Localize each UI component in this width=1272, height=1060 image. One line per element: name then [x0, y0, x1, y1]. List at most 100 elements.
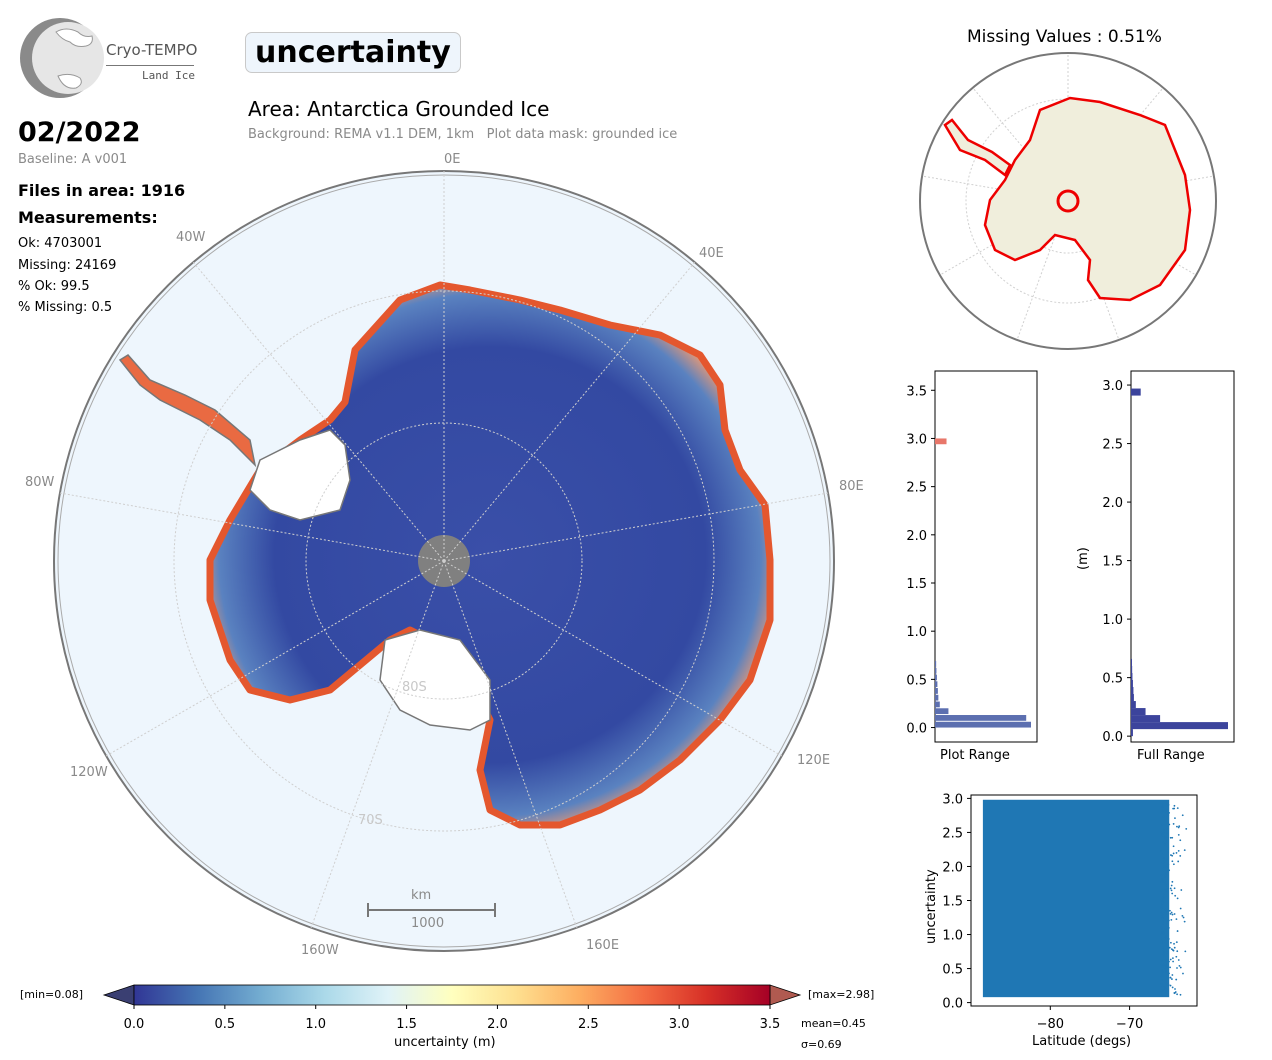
scatter-point — [1166, 890, 1168, 893]
missing-map-land — [983, 96, 1192, 302]
scale-bar-value: 1000 — [411, 916, 445, 931]
scatter-plot — [967, 794, 1198, 1010]
scatter-point — [1163, 880, 1166, 883]
scatter-point — [1164, 958, 1167, 961]
colorbar-tick-label: 1.5 — [396, 1017, 417, 1032]
scatter-point — [1160, 900, 1163, 903]
scatter-point — [1173, 807, 1176, 810]
scatter-point — [1173, 887, 1176, 890]
background-note: Background: REMA v1.1 DEM, 1km Plot data… — [248, 127, 678, 142]
histogram-bar — [1131, 686, 1134, 695]
histogram-bar — [1131, 722, 1228, 730]
scatter-point — [1163, 896, 1166, 899]
scatter-point — [1161, 940, 1163, 943]
scatter-point — [1165, 964, 1167, 967]
scatter-point — [1161, 898, 1164, 900]
scatter-point — [1162, 861, 1165, 864]
y-tick-label: 1.5 — [1102, 555, 1123, 570]
scatter-point — [1174, 991, 1177, 993]
scatter-point — [1163, 876, 1166, 879]
scatter-point — [1162, 951, 1165, 954]
scatter-point — [1165, 990, 1167, 993]
scatter-point — [1170, 911, 1173, 914]
scatter-point — [1165, 969, 1168, 972]
histogram-bar — [935, 438, 947, 445]
measurements-heading: Measurements: — [18, 208, 158, 227]
scatter-point — [1168, 946, 1171, 949]
scatter-point — [1175, 955, 1178, 958]
scatter-point — [1161, 966, 1164, 968]
histogram-0 — [931, 370, 1038, 743]
scatter-point — [1161, 931, 1164, 934]
grounded-ice-sheet — [206, 281, 774, 829]
scatter-point — [1162, 829, 1165, 832]
scatter-point — [1170, 854, 1172, 856]
scatter-point — [1171, 949, 1174, 951]
scatter-point — [1164, 810, 1167, 813]
colorbar-mean-label: mean=0.45 — [801, 1017, 866, 1030]
scatter-point — [1171, 836, 1174, 839]
histogram-bar — [935, 721, 1031, 728]
histogram-bar — [935, 701, 940, 708]
scatter-point — [1169, 887, 1172, 890]
scatter-point — [1174, 894, 1177, 897]
scatter-point — [1164, 928, 1167, 930]
scatter-point — [1165, 943, 1168, 946]
scatter-point — [1169, 976, 1172, 979]
scatter-point — [1162, 906, 1165, 909]
scatter-point — [1163, 832, 1166, 834]
scatter-point — [1161, 833, 1164, 836]
scatter-point — [1162, 857, 1165, 860]
scatter-point — [1170, 889, 1173, 892]
scatter-point — [1166, 839, 1169, 842]
colorbar-tick-label: 1.0 — [305, 1017, 326, 1032]
scatter-point — [1162, 834, 1165, 837]
scatter-point — [1168, 823, 1171, 826]
lon-label-0e: 0E — [444, 152, 461, 167]
scatter-point — [1166, 921, 1168, 924]
logo-subtitle: Land Ice — [142, 69, 195, 82]
scatter-point — [1160, 990, 1163, 992]
scatter-point — [1179, 993, 1182, 996]
scatter-point — [1160, 963, 1163, 966]
scatter-point — [1180, 889, 1183, 891]
scatter-point — [1164, 911, 1167, 913]
scatter-point — [1163, 971, 1166, 974]
scatter-point — [1166, 828, 1168, 831]
scatter-point — [1171, 957, 1174, 960]
histogram-bar — [1131, 388, 1141, 396]
y-tick-label: 3.0 — [942, 792, 963, 807]
scatter-point — [1161, 896, 1164, 899]
scatter-point — [1167, 863, 1170, 866]
scatter-point — [1168, 811, 1171, 814]
scatter-point — [1162, 919, 1165, 922]
scatter-point — [1161, 809, 1164, 812]
histogram-bar — [1131, 694, 1134, 702]
y-tick-label: 2.0 — [942, 860, 963, 875]
scatter-point — [1166, 888, 1169, 891]
scatter-point — [1175, 852, 1178, 854]
scatter-point — [1162, 805, 1164, 808]
scatter-point — [1177, 860, 1180, 863]
scatter-point — [1169, 976, 1172, 979]
logo-name: Cryo-TEMPO — [106, 41, 198, 59]
histogram-bar — [1131, 665, 1133, 673]
pole-hole — [418, 535, 470, 587]
histogram-frame — [1130, 370, 1235, 743]
scatter-point — [1161, 877, 1164, 880]
scatter-point — [1169, 966, 1172, 969]
scatter-point — [1182, 972, 1184, 975]
scatter-point — [1162, 867, 1165, 870]
scatter-dense-points — [982, 799, 1170, 998]
y-tick-label: 2.5 — [942, 826, 963, 841]
scatter-point — [1162, 988, 1165, 991]
histogram-frame — [934, 370, 1038, 743]
scatter-point — [1165, 884, 1168, 887]
scatter-point — [1163, 859, 1166, 862]
scatter-point — [1163, 843, 1166, 846]
scatter-point — [1162, 963, 1165, 966]
scatter-point — [1175, 918, 1178, 920]
scatter-point — [1184, 950, 1187, 953]
histogram-bar — [935, 667, 937, 674]
